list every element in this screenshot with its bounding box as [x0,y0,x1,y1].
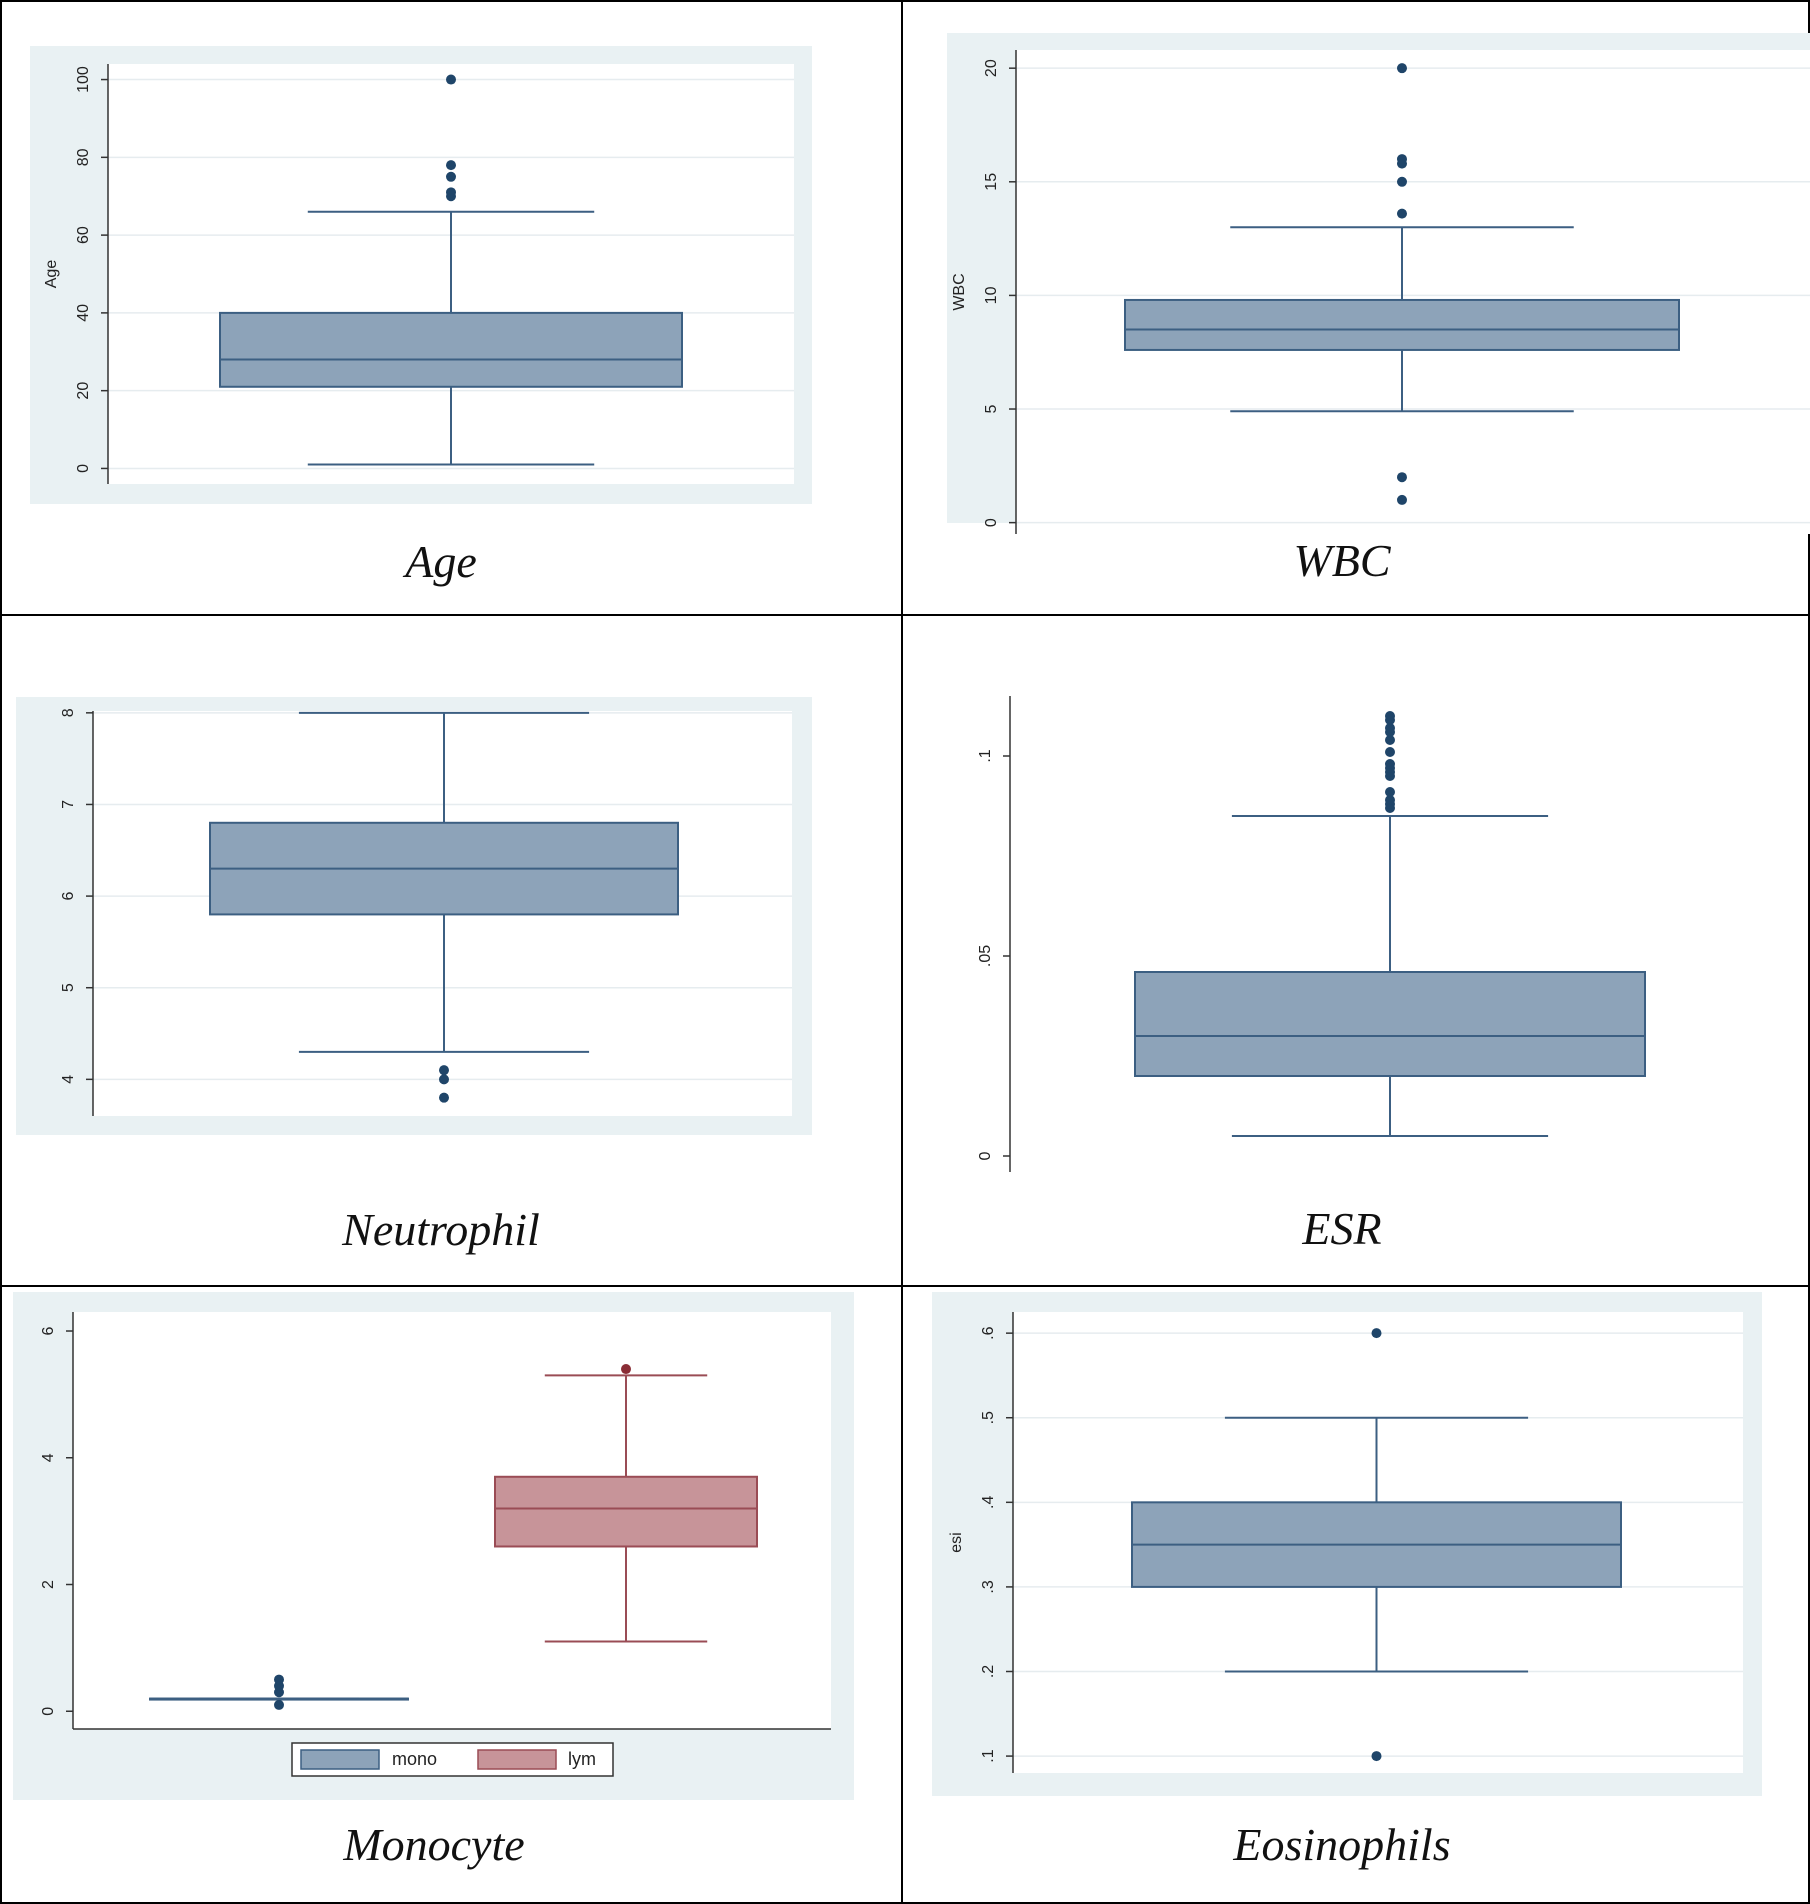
legend-swatch-lym [477,1749,557,1770]
y-tick-label: 0 [75,464,92,473]
iqr-box [219,311,683,388]
legend: mono lym [291,1742,614,1777]
panel-caption: Age [402,536,477,587]
y-tick-label: .3 [980,1580,997,1593]
y-tick-label: 5 [60,983,77,992]
y-tick-label: .6 [980,1326,997,1339]
outlier-point [274,1699,284,1710]
boxplot-panel-age: 0 20 40 60 80 100 Age Age [30,46,812,587]
y-axis-title: WBC [951,273,968,310]
outlier-point [1385,711,1395,721]
outlier-point [1385,723,1395,733]
outlier-point [1397,494,1407,505]
box-series [209,711,679,1103]
box-series [1131,1328,1622,1762]
y-tick-label: 60 [75,226,92,244]
y-tick-label: 6 [60,892,77,901]
outlier-point [1397,208,1407,219]
y-tick-label: .1 [977,749,994,762]
outlier-point [1397,472,1407,483]
plot-area [1016,50,1810,534]
y-tick-label: 15 [983,173,1000,191]
y-tick-label: 20 [983,59,1000,77]
outlier-point [446,160,456,171]
y-tick-label: 40 [75,304,92,322]
panel-caption: WBC [1293,535,1391,586]
outlier-point [446,187,456,198]
y-tick-label: 100 [75,66,92,93]
box-series [219,74,683,466]
outlier-point [1371,1751,1382,1762]
iqr-box [494,1475,758,1548]
outlier-point [1385,747,1395,757]
outlier-point [1385,787,1395,797]
y-tick-label: 6 [40,1326,57,1335]
outlier-point [274,1674,284,1685]
y-tick-label: 0 [983,518,1000,527]
iqr-box [1124,298,1680,351]
panel-caption: Monocyte [342,1819,524,1870]
y-tick-label: .5 [980,1411,997,1424]
legend-swatch-mono [300,1749,380,1770]
y-tick-label: 20 [75,382,92,400]
y-tick-label: .1 [980,1749,997,1762]
iqr-box [1134,971,1646,1077]
outlier-point [621,1364,631,1375]
boxplot-panel-monocyte: 0 2 4 6 mono lym Monocyte [13,1292,854,1870]
y-tick-label: 7 [60,800,77,809]
legend-label-mono: mono [392,1749,437,1769]
legend-label-lym: lym [568,1749,596,1769]
outlier-point [439,1065,449,1076]
outlier-point [446,171,456,182]
outlier-point [1371,1328,1382,1339]
y-tick-label: 5 [983,404,1000,413]
outlier-point [1397,154,1407,165]
box-series-mono [149,1674,409,1710]
y-tick-label: 0 [40,1707,57,1716]
plot-area [1010,696,1646,1172]
boxplot-panel-esr: 0 .05 .1 ESR [977,696,1646,1254]
outlier-point [1385,795,1395,805]
y-axis-title: esi [948,1532,965,1552]
y-tick-label: 8 [60,708,77,717]
outlier-point [1385,759,1395,769]
y-axis-title: Age [43,260,60,289]
y-tick-label: .4 [980,1496,997,1509]
y-tick-label: 10 [983,286,1000,304]
outlier-point [1397,176,1407,187]
panel-caption: ESR [1301,1203,1381,1254]
panel-caption: Eosinophils [1232,1819,1450,1870]
y-tick-label: .2 [980,1665,997,1678]
y-tick-label: 4 [60,1075,77,1084]
y-tick-label: 4 [40,1453,57,1462]
outlier-point [1397,63,1407,74]
panel-caption: Neutrophil [341,1204,540,1255]
y-tick-label: 2 [40,1580,57,1589]
box-series [1134,711,1646,1137]
outlier-point [446,74,456,85]
outlier-point [439,1092,449,1103]
y-tick-label: 80 [75,148,92,166]
boxplot-panel-neutrophil: 4 5 6 7 8 Neutrophil [16,697,812,1255]
boxplot-panel-wbc: 0 5 10 15 20 WBC WBC [947,33,1810,586]
outlier-point [1385,735,1395,745]
box-series [1124,63,1680,505]
box-series-lym [494,1364,758,1643]
y-tick-label: 0 [977,1151,994,1160]
y-tick-label: .05 [977,945,994,967]
boxplot-panel-eosinophils: .1 .2 .3 .4 .5 .6 esi Eosinophils [932,1292,1762,1870]
outlier-point [439,1074,449,1085]
